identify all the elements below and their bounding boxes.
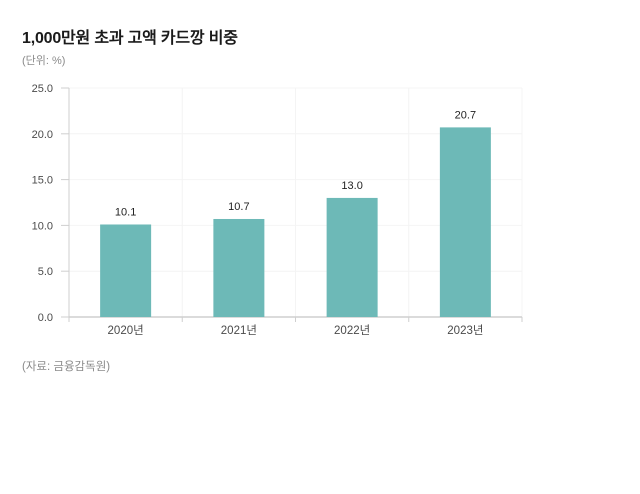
bar [213,218,265,317]
y-tick-label: 0.0 [38,312,53,324]
x-tick-label: 2021년 [221,324,257,337]
bar-value-label: 10.7 [228,201,249,213]
y-tick-label: 15.0 [32,175,53,187]
bar-chart: 0.0 5.0 10.0 15.0 20.0 25.0 10.1 2020년 10.7 2021년… [32,83,523,337]
bar-value-label: 20.7 [455,109,476,121]
bar-value-label: 10.1 [115,206,136,218]
bar [100,224,152,317]
x-tick-label: 2020년 [108,324,144,337]
chart-title: 1,000만원 초과 고액 카드깡 비중 [22,30,238,47]
source-label: (자료: 금융감독원) [22,361,111,373]
bar [439,127,491,317]
y-tick-label: 10.0 [32,220,53,232]
bar [326,197,378,317]
y-tick-label: 25.0 [32,83,53,95]
unit-label: (단위: %) [22,55,66,67]
bar-value-label: 13.0 [341,180,362,192]
x-tick-label: 2022년 [334,324,370,337]
y-tick-label: 5.0 [38,266,53,278]
x-tick-label: 2023년 [447,324,483,337]
y-tick-label: 20.0 [32,129,53,141]
